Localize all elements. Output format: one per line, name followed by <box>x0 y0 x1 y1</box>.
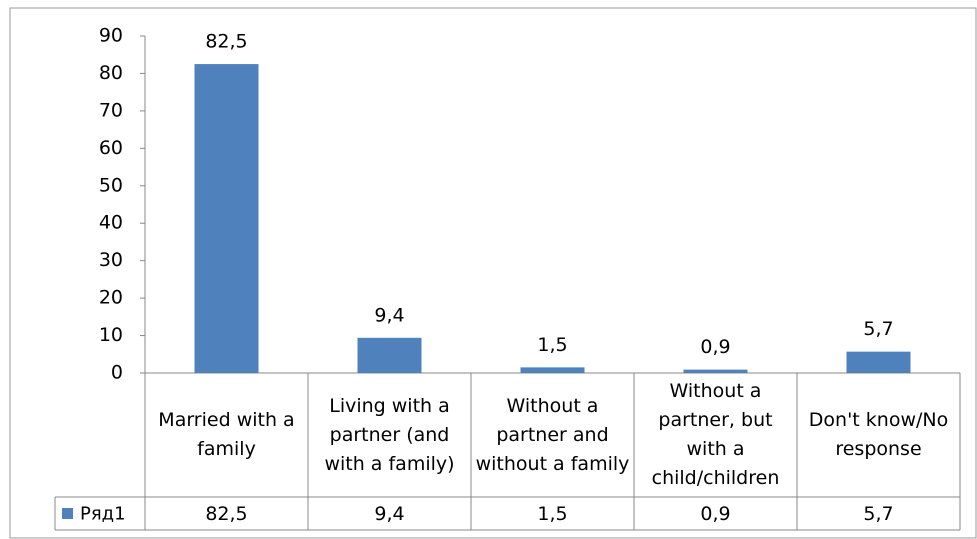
bar <box>683 369 748 373</box>
y-tick-label: 20 <box>99 287 123 309</box>
y-tick-label: 80 <box>99 62 123 84</box>
data-label: 9,4 <box>374 304 404 326</box>
data-label: 1,5 <box>537 334 567 356</box>
x-tick-label: Living with a partner (and with a family… <box>324 394 455 475</box>
y-tick-label: 70 <box>99 99 123 121</box>
table-value: 9,4 <box>374 503 404 525</box>
chart-border <box>9 7 977 539</box>
data-label: 0,9 <box>700 336 730 358</box>
legend-swatch <box>62 508 73 519</box>
x-tick-label: Without a partner and without a family <box>475 394 630 475</box>
table-value: 5,7 <box>863 503 893 525</box>
data-label: 82,5 <box>205 31 247 53</box>
bar <box>357 337 422 373</box>
y-tick-label: 50 <box>99 174 123 196</box>
bar <box>520 367 585 373</box>
legend-label: Ряд1 <box>80 504 126 525</box>
table-value: 82,5 <box>205 503 247 525</box>
x-tick-label: Married with a family <box>158 409 295 460</box>
x-tick-label: Don't know/No response <box>808 409 949 460</box>
data-label: 5,7 <box>863 318 893 340</box>
bar <box>194 64 259 373</box>
table-value: 0,9 <box>700 503 730 525</box>
y-tick-label: 60 <box>99 137 123 159</box>
y-tick-label: 0 <box>111 362 123 384</box>
bar <box>846 351 911 373</box>
x-tick-label: Without a partner, but with a child/chil… <box>651 380 780 489</box>
y-tick-label: 10 <box>99 324 123 346</box>
table-value: 1,5 <box>537 503 567 525</box>
y-tick-label: 30 <box>99 249 123 271</box>
y-tick-label: 40 <box>99 212 123 234</box>
y-tick-label: 90 <box>99 25 123 47</box>
